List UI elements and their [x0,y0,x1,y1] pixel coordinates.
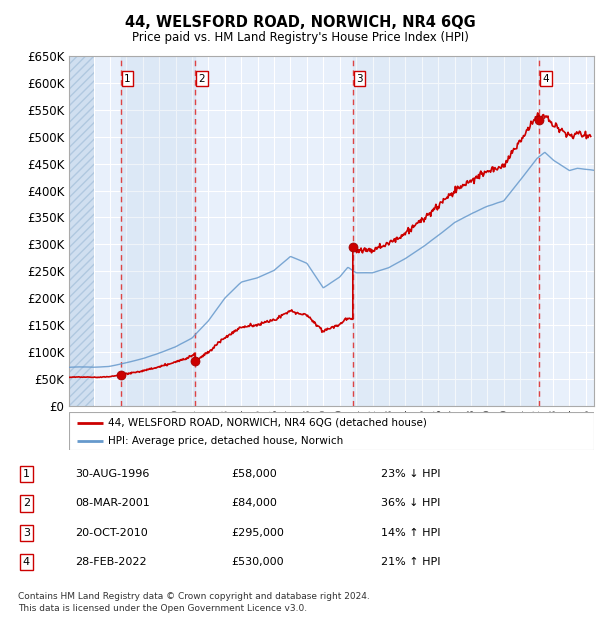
Text: £530,000: £530,000 [231,557,284,567]
Text: 1: 1 [23,469,30,479]
Bar [121,56,195,406]
Text: 23% ↓ HPI: 23% ↓ HPI [380,469,440,479]
Text: 4: 4 [23,557,30,567]
Text: 36% ↓ HPI: 36% ↓ HPI [380,498,440,508]
Text: 44, WELSFORD ROAD, NORWICH, NR4 6QG: 44, WELSFORD ROAD, NORWICH, NR4 6QG [125,16,475,30]
Text: 3: 3 [23,528,30,538]
Text: Contains HM Land Registry data © Crown copyright and database right 2024.
This d: Contains HM Land Registry data © Crown c… [18,592,370,613]
Text: £295,000: £295,000 [231,528,284,538]
Text: HPI: Average price, detached house, Norwich: HPI: Average price, detached house, Norw… [109,436,344,446]
Bar [69,56,94,406]
Text: 2: 2 [23,498,30,508]
Text: 21% ↑ HPI: 21% ↑ HPI [380,557,440,567]
Text: 14% ↑ HPI: 14% ↑ HPI [380,528,440,538]
Text: 44, WELSFORD ROAD, NORWICH, NR4 6QG (detached house): 44, WELSFORD ROAD, NORWICH, NR4 6QG (det… [109,418,427,428]
Text: 08-MAR-2001: 08-MAR-2001 [76,498,150,508]
Text: 28-FEB-2022: 28-FEB-2022 [76,557,147,567]
Text: 2: 2 [198,74,205,84]
FancyBboxPatch shape [69,412,594,450]
Text: Price paid vs. HM Land Registry's House Price Index (HPI): Price paid vs. HM Land Registry's House … [131,31,469,43]
Text: £58,000: £58,000 [231,469,277,479]
Text: £84,000: £84,000 [231,498,277,508]
Text: 4: 4 [542,74,549,84]
Text: 1: 1 [124,74,131,84]
Bar [353,56,539,406]
Text: 30-AUG-1996: 30-AUG-1996 [76,469,150,479]
Text: 3: 3 [356,74,363,84]
Text: 20-OCT-2010: 20-OCT-2010 [76,528,148,538]
